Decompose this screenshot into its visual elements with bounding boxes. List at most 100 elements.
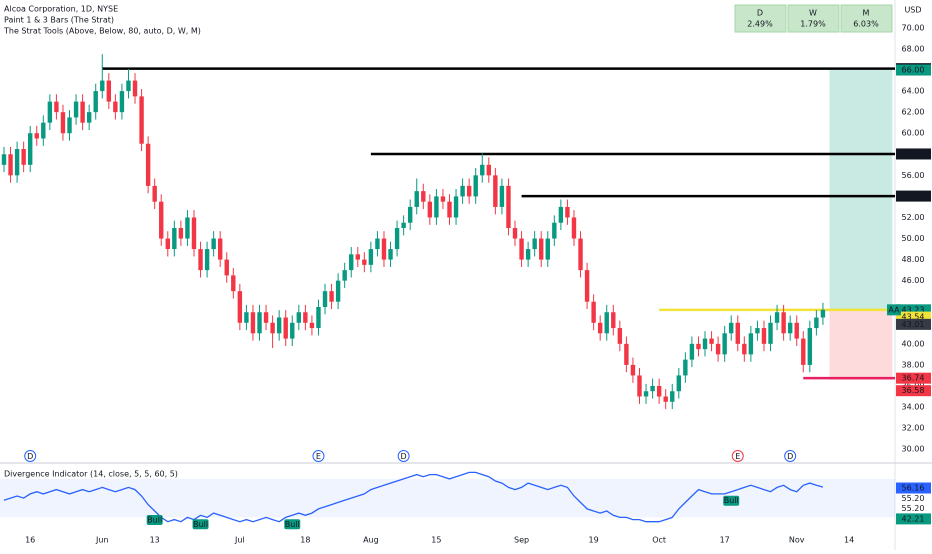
price-tag-label: 54.03 <box>902 192 925 201</box>
candle-body <box>1 154 7 165</box>
symbol-label: AA <box>888 305 900 314</box>
event-label: D <box>27 452 33 461</box>
candle-body <box>106 80 112 102</box>
stat-value: 6.03% <box>853 20 879 29</box>
x-tick-label: 14 <box>844 536 854 545</box>
x-tick-label: 16 <box>25 536 35 545</box>
price-tag <box>896 311 931 323</box>
candle-body <box>617 328 623 344</box>
event-marker <box>397 450 410 462</box>
x-tick-label: 17 <box>720 536 730 545</box>
candle-body <box>172 227 177 250</box>
event-label: E <box>316 452 321 461</box>
candle-body <box>624 343 629 365</box>
chart-title: Alcoa Corporation, 1D, NYSE <box>4 5 118 14</box>
price-tag <box>896 64 931 76</box>
candle-body <box>715 343 721 355</box>
candle-body <box>257 312 262 334</box>
price-tag <box>896 372 931 384</box>
candle-body <box>591 301 596 323</box>
candle-body <box>178 227 184 239</box>
price-tag-label: 36.58 <box>902 386 925 395</box>
candle-body <box>152 185 157 202</box>
candle-body <box>86 112 92 123</box>
stat-box <box>840 4 893 33</box>
candle-body <box>558 206 564 223</box>
candle-body <box>224 259 229 276</box>
candle-body <box>126 80 131 92</box>
candle-body <box>231 275 236 292</box>
candle-body <box>768 322 773 344</box>
signal-box <box>146 515 163 525</box>
candle-body <box>388 249 393 260</box>
stat-label: M <box>863 9 870 18</box>
candle-body <box>54 101 59 113</box>
candle-body <box>486 164 492 176</box>
candle-body <box>787 322 793 334</box>
candle-body <box>656 385 662 397</box>
candle-body <box>244 312 249 323</box>
y-tick-label: 56.00 <box>902 171 925 180</box>
stop-zone <box>829 309 893 380</box>
candle-body <box>368 249 374 265</box>
candle-body <box>296 312 302 323</box>
candle-body <box>676 375 682 392</box>
candle-body <box>73 101 79 118</box>
x-tick-label: 18 <box>300 536 310 545</box>
candle-body <box>211 238 216 250</box>
candle-body <box>447 201 452 218</box>
candle-body <box>290 322 295 339</box>
candle-body <box>709 338 714 344</box>
candle-body <box>191 217 197 250</box>
candle-body <box>814 317 819 329</box>
event-marker <box>731 450 744 462</box>
candle-body <box>480 164 485 176</box>
candle-body <box>270 322 275 334</box>
y-tick-label: 52.00 <box>902 213 925 222</box>
y-tick-label: 64.00 <box>902 87 925 96</box>
price-tag <box>896 148 931 160</box>
candle-body <box>47 101 53 123</box>
candle-body <box>394 227 400 250</box>
price-tag <box>896 385 931 397</box>
candle-body <box>499 185 505 207</box>
y-tick-label: 34.00 <box>902 403 925 412</box>
candle-body <box>342 270 347 281</box>
price-tag-label: 43.01 <box>902 320 925 329</box>
indicator-axis-label: 55.20 <box>902 504 925 513</box>
candle-body <box>525 249 531 260</box>
y-tick-label: 62.00 <box>902 108 925 117</box>
candle-body <box>401 222 406 228</box>
indicator-axis-label: 55.20 <box>902 494 925 503</box>
candle-body <box>611 312 616 329</box>
candle-body <box>414 191 419 207</box>
indicator-tag <box>896 482 931 494</box>
x-tick-label: 19 <box>589 536 599 545</box>
candle-body <box>650 385 655 392</box>
candle-body <box>93 91 98 113</box>
candle-body <box>742 343 747 355</box>
candle-body <box>100 80 105 92</box>
candle-body <box>578 238 583 271</box>
candle-body <box>28 133 33 165</box>
candle-body <box>807 328 813 365</box>
candle-body <box>670 391 675 402</box>
candle-body <box>755 328 760 334</box>
price-tag-label: 43.23 <box>902 305 925 314</box>
candle-body <box>322 291 328 307</box>
candle-body <box>165 238 170 250</box>
candle-body <box>506 185 511 228</box>
candle-body <box>473 175 478 197</box>
candle-body <box>440 196 446 202</box>
x-tick-label: Jul <box>234 536 245 545</box>
y-tick-label: 32.00 <box>902 424 925 433</box>
candle-body <box>466 185 472 197</box>
candle-body <box>421 191 426 202</box>
candle-body <box>362 259 367 265</box>
candle-body <box>375 238 380 250</box>
candle-body <box>67 117 72 134</box>
candle-body <box>729 322 734 334</box>
candle-body <box>204 249 210 271</box>
y-tick-label: 50.00 <box>902 234 925 243</box>
candle-body <box>407 206 413 223</box>
